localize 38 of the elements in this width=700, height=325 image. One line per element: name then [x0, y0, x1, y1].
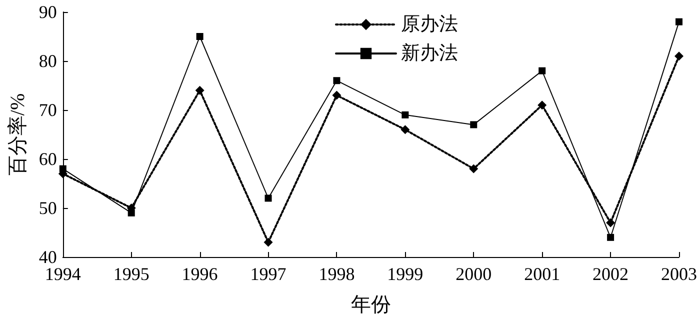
- point: [333, 77, 340, 84]
- x-tick-label: 2003: [661, 264, 697, 284]
- x-tick-label: 2002: [592, 264, 629, 284]
- point: [332, 90, 342, 100]
- point: [607, 234, 614, 241]
- point: [400, 125, 410, 134]
- x-tick-label: 1999: [387, 264, 424, 284]
- y-tick-label: 50: [38, 198, 57, 218]
- point: [128, 209, 135, 216]
- y-axis-title: 百分率/%: [7, 93, 29, 176]
- point: [469, 164, 478, 174]
- point: [538, 67, 546, 74]
- legend-label: 原办法: [401, 14, 458, 35]
- point: [196, 33, 204, 40]
- y-tick-label: 90: [38, 2, 57, 22]
- y-tick-label: 70: [38, 100, 57, 120]
- x-tick-label: 1998: [318, 264, 355, 284]
- point: [59, 165, 66, 172]
- x-tick-label: 1996: [182, 264, 218, 284]
- point: [264, 194, 272, 202]
- x-tick-label: 1997: [250, 264, 286, 284]
- x-tick-label: 1994: [44, 264, 81, 284]
- x-tick-label: 1995: [113, 264, 150, 284]
- point: [676, 18, 682, 26]
- point: [264, 238, 273, 247]
- y-tick-label: 60: [38, 149, 57, 169]
- x-tick-label: 2000: [456, 264, 492, 284]
- y-tick-label: 40: [38, 247, 57, 267]
- legend-label: 新办法: [401, 42, 458, 64]
- point: [470, 121, 478, 128]
- x-tick-label: 2001: [524, 264, 560, 284]
- point: [538, 100, 547, 110]
- point: [606, 218, 616, 228]
- point: [402, 111, 409, 118]
- point: [195, 86, 204, 95]
- x-axis-title: 年份: [350, 294, 391, 316]
- y-tick-label: 80: [38, 51, 57, 71]
- point: [674, 52, 684, 61]
